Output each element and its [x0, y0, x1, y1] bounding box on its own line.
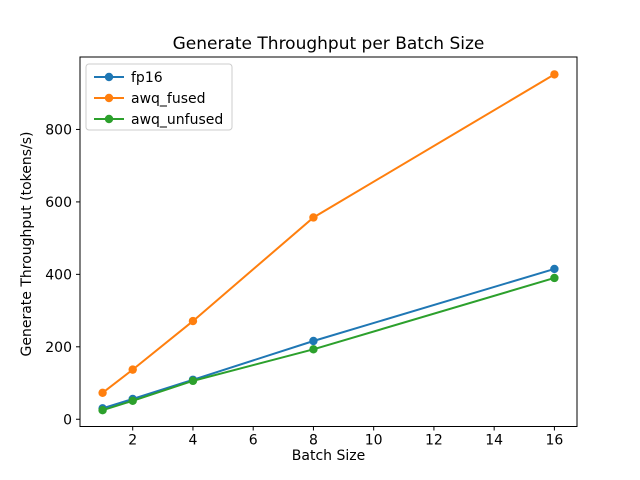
x-tick-label: 6 — [249, 433, 258, 449]
y-tick-label: 0 — [63, 412, 72, 428]
x-tick-label: 14 — [485, 433, 503, 449]
series-marker-awq_fused — [188, 316, 198, 326]
x-tick-label: 10 — [365, 433, 383, 449]
legend-sample-marker-awq_unfused — [104, 114, 114, 124]
series-marker-awq_unfused — [188, 376, 198, 386]
y-tick-label: 200 — [45, 340, 72, 356]
x-axis-label: Batch Size — [291, 448, 366, 464]
y-tick-label: 600 — [45, 195, 72, 211]
plot-border — [79, 56, 578, 427]
legend-label-awq_fused: awq_fused — [131, 91, 206, 107]
series-marker-fp16 — [309, 336, 318, 346]
series-marker-awq_fused — [309, 213, 318, 222]
legend-sample-marker-awq_fused — [104, 93, 114, 103]
x-tick-label: 4 — [188, 433, 197, 449]
legend-box — [85, 63, 233, 131]
series-marker-awq_fused — [98, 388, 107, 398]
series-line-awq_unfused — [102, 277, 555, 412]
x-tick-label: 2 — [128, 433, 137, 449]
y-tick-label: 400 — [45, 267, 72, 283]
series-marker-awq_unfused — [98, 405, 107, 415]
legend-label-fp16: fp16 — [131, 70, 163, 86]
y-tick-label: 800 — [45, 122, 72, 138]
series-marker-awq_fused — [550, 70, 559, 79]
x-tick-label: 12 — [425, 433, 443, 449]
chart-title: Generate Throughput per Batch Size — [172, 34, 485, 54]
x-tick-label: 16 — [545, 433, 563, 449]
legend-label-awq_unfused: awq_unfused — [131, 112, 223, 128]
series-marker-awq_fused — [128, 365, 137, 374]
series-marker-awq_unfused — [550, 273, 559, 283]
series-marker-fp16 — [550, 264, 559, 274]
legend-sample-marker-fp16 — [104, 72, 114, 82]
series-marker-awq_unfused — [309, 345, 318, 354]
x-tick-label: 8 — [309, 433, 318, 449]
series-marker-awq_unfused — [128, 396, 137, 405]
